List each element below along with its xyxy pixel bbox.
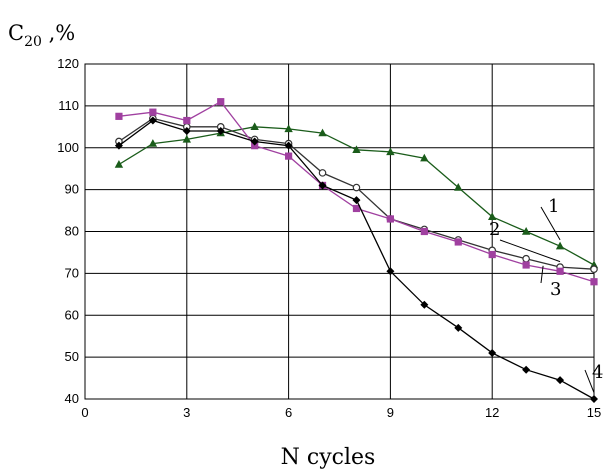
point-s4-12 bbox=[522, 365, 531, 374]
point-s3-1 bbox=[149, 108, 157, 116]
x-tick-labels: 0 3 6 9 12 15 bbox=[81, 405, 601, 420]
point-s3-5 bbox=[285, 152, 293, 160]
point-s1-13 bbox=[555, 241, 565, 250]
point-s3-10 bbox=[454, 238, 462, 246]
y-tick-label-2: 60 bbox=[65, 307, 79, 322]
point-s4-9 bbox=[420, 300, 429, 309]
point-s4-11 bbox=[488, 348, 497, 357]
point-s1-8 bbox=[386, 147, 395, 156]
series-layer bbox=[114, 98, 599, 403]
y-tick-label-5: 90 bbox=[65, 182, 79, 197]
point-s2-12 bbox=[522, 254, 530, 263]
series-3 bbox=[115, 98, 598, 286]
point-s4-4 bbox=[250, 137, 259, 146]
point-s3-7 bbox=[352, 204, 361, 213]
point-s4-0 bbox=[114, 141, 123, 150]
y-tick-labels: 40 50 60 70 80 90 100 110 120 bbox=[57, 56, 79, 406]
point-s4-10 bbox=[454, 323, 463, 332]
curve-label-2: 2 bbox=[489, 219, 500, 240]
curve-leader-2 bbox=[499, 239, 561, 263]
point-s1-12 bbox=[521, 227, 531, 235]
y-tick-label-4: 80 bbox=[65, 224, 79, 239]
point-s3-3 bbox=[217, 98, 225, 106]
plot-frame bbox=[84, 63, 595, 400]
y-tick-label-7: 110 bbox=[58, 98, 79, 113]
series-line-2 bbox=[118, 117, 595, 270]
point-s1-6 bbox=[318, 128, 327, 137]
x-axis-label: N cycles bbox=[281, 445, 376, 470]
y-tick-label-3: 70 bbox=[65, 265, 79, 280]
y-axis-label-main: C bbox=[8, 21, 24, 45]
point-s3-9 bbox=[420, 227, 428, 236]
point-s1-11 bbox=[488, 212, 497, 221]
point-s4-14 bbox=[590, 395, 598, 403]
x-tick-label-2: 6 bbox=[285, 405, 292, 420]
point-s4-6 bbox=[318, 181, 327, 190]
point-s3-4 bbox=[251, 142, 259, 150]
series-1 bbox=[114, 122, 599, 269]
point-s1-7 bbox=[352, 145, 361, 154]
point-s3-11 bbox=[488, 250, 496, 259]
y-tick-label-6: 100 bbox=[57, 140, 79, 155]
point-s3-0 bbox=[115, 112, 123, 120]
point-s1-10 bbox=[454, 183, 463, 191]
y-axis-label: C20 ,% bbox=[8, 21, 75, 50]
x-tick-label-5: 15 bbox=[587, 405, 601, 420]
point-s4-8 bbox=[386, 267, 395, 276]
x-tick-label-4: 12 bbox=[485, 405, 499, 420]
point-s1-9 bbox=[420, 153, 429, 162]
x-tick-label-1: 3 bbox=[183, 405, 190, 420]
curve-label-1: 1 bbox=[548, 196, 559, 217]
point-s3-13 bbox=[556, 267, 564, 275]
point-s3-2 bbox=[183, 116, 191, 125]
point-s4-7 bbox=[352, 196, 361, 205]
y-tick-label-0: 40 bbox=[65, 391, 79, 406]
point-s3-14 bbox=[590, 278, 598, 286]
curve-label-layer: 1 2 3 4 bbox=[489, 196, 603, 393]
y-tick-label-8: 120 bbox=[57, 56, 79, 71]
point-s4-1 bbox=[148, 116, 157, 125]
curve-leader-3 bbox=[540, 265, 544, 284]
point-s2-6 bbox=[318, 169, 327, 177]
point-s1-5 bbox=[284, 124, 293, 133]
curve-leader-4 bbox=[584, 369, 595, 393]
point-s1-1 bbox=[148, 139, 158, 147]
point-s3-12 bbox=[522, 261, 530, 269]
curve-label-3: 3 bbox=[550, 279, 561, 300]
y-tick-label-1: 50 bbox=[65, 349, 79, 364]
point-s4-13 bbox=[556, 376, 565, 385]
series-line-3 bbox=[118, 100, 595, 283]
point-s4-2 bbox=[182, 127, 191, 135]
x-tick-label-3: 9 bbox=[387, 405, 394, 420]
y-axis-label-sub: 20 bbox=[24, 34, 42, 50]
point-s4-5 bbox=[284, 141, 293, 150]
series-4 bbox=[114, 116, 598, 403]
point-s2-14 bbox=[590, 265, 598, 273]
point-s2-7 bbox=[352, 183, 361, 192]
curve-leader-1 bbox=[540, 206, 561, 241]
point-s3-8 bbox=[386, 215, 394, 223]
point-s4-3 bbox=[216, 127, 225, 135]
y-axis-label-suffix: ,% bbox=[42, 21, 75, 45]
x-tick-label-0: 0 bbox=[81, 405, 88, 420]
curve-label-4: 4 bbox=[592, 362, 603, 383]
point-s1-0 bbox=[114, 160, 124, 168]
point-s1-4 bbox=[250, 122, 259, 131]
point-s1-2 bbox=[182, 134, 191, 143]
